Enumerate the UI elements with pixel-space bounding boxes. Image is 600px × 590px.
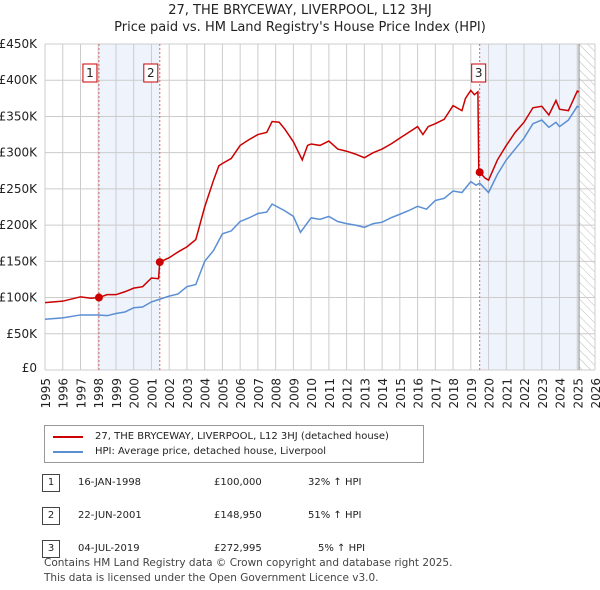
y-tick-label: £150K bbox=[0, 254, 38, 268]
x-tick-label: 2011 bbox=[323, 378, 337, 409]
x-tick-label: 2009 bbox=[287, 378, 301, 409]
sale-row: 1 16-JAN-1998 £100,000 32% ↑ HPI bbox=[0, 474, 600, 494]
sale-row: 2 22-JUN-2001 £148,950 51% ↑ HPI bbox=[0, 507, 600, 527]
x-tick-label: 2003 bbox=[181, 378, 195, 409]
x-tick-label: 2021 bbox=[500, 378, 514, 409]
x-tick-label: 2017 bbox=[429, 378, 443, 409]
sale-row: 3 04-JUL-2019 £272,995 5% ↑ HPI bbox=[0, 540, 600, 560]
sale-date: 04-JUL-2019 bbox=[78, 543, 140, 554]
x-tick-label: 2008 bbox=[270, 378, 284, 409]
x-tick-label: 2015 bbox=[394, 378, 408, 409]
sale-date: 16-JAN-1998 bbox=[78, 477, 142, 488]
sale-price: £100,000 bbox=[214, 477, 262, 488]
x-tick-label: 2012 bbox=[341, 378, 355, 409]
y-tick-label: £250K bbox=[0, 182, 38, 196]
legend-swatch-hpi bbox=[53, 451, 83, 453]
x-tick-label: 2018 bbox=[447, 378, 461, 409]
y-tick-label: £200K bbox=[0, 218, 38, 232]
legend-item-property: 27, THE BRYCEWAY, LIVERPOOL, L12 3HJ (de… bbox=[53, 430, 389, 444]
y-tick-label: £450K bbox=[0, 37, 38, 51]
x-tick-label: 1999 bbox=[110, 378, 124, 409]
sale-point bbox=[155, 258, 164, 267]
plot-area: 1995 1996 1997 1998 1999 2000 2001 2002 2003 2004… bbox=[0, 37, 600, 409]
sale-number: 2 bbox=[42, 507, 60, 525]
legend-item-hpi: HPI: Average price, detached house, Live… bbox=[53, 445, 326, 459]
sale-label: 2 bbox=[147, 66, 155, 80]
legend-label: HPI: Average price, detached house, Live… bbox=[95, 446, 327, 457]
x-tick-label: 2016 bbox=[412, 378, 426, 409]
x-tick-label: 2022 bbox=[518, 378, 532, 409]
x-tick-label: 2007 bbox=[252, 378, 266, 409]
sale-price: £148,950 bbox=[214, 510, 262, 521]
y-tick-label: £0 bbox=[22, 361, 37, 375]
x-tick-label: 2025 bbox=[571, 378, 585, 409]
sale-label: 3 bbox=[475, 66, 483, 80]
x-tick-label: 2001 bbox=[145, 378, 159, 409]
x-tick-label: 2019 bbox=[465, 378, 479, 409]
series-line bbox=[44, 89, 580, 304]
x-tick-label: 2024 bbox=[554, 378, 568, 409]
x-tick-label: 1996 bbox=[57, 378, 71, 409]
y-tick-label: £400K bbox=[0, 73, 38, 87]
sale-label-box bbox=[82, 63, 98, 83]
series-line bbox=[44, 105, 580, 321]
x-tick-label: 2004 bbox=[199, 378, 213, 409]
legend: 27, THE BRYCEWAY, LIVERPOOL, L12 3HJ (de… bbox=[44, 425, 424, 463]
y-tick-label: £50K bbox=[6, 327, 38, 341]
sale-number: 3 bbox=[42, 540, 60, 558]
x-tick-label: 2006 bbox=[234, 378, 248, 409]
forecast-hatch bbox=[579, 44, 595, 370]
x-tick-label: 2023 bbox=[536, 378, 550, 409]
sale-label: 1 bbox=[86, 66, 94, 80]
x-tick-label: 2005 bbox=[216, 378, 230, 409]
sale-point bbox=[475, 168, 484, 177]
legend-label: 27, THE BRYCEWAY, LIVERPOOL, L12 3HJ (de… bbox=[95, 431, 389, 442]
chart-title: 27, THE BRYCEWAY, LIVERPOOL, L12 3HJ bbox=[168, 3, 432, 18]
sale-hpi-diff: 32% ↑ HPI bbox=[308, 477, 362, 488]
x-tick-label: 2010 bbox=[305, 378, 319, 409]
sale-date: 22-JUN-2001 bbox=[78, 510, 142, 521]
chart-subtitle: Price paid vs. HM Land Registry's House … bbox=[114, 20, 486, 35]
y-tick-label: £300K bbox=[0, 146, 38, 160]
x-tick-label: 1997 bbox=[74, 378, 88, 409]
sale-number: 1 bbox=[42, 474, 60, 492]
x-tick-label: 1995 bbox=[39, 378, 53, 409]
shaded-range bbox=[98, 44, 160, 370]
x-tick-label: 2000 bbox=[128, 378, 142, 409]
sale-label-box bbox=[471, 63, 487, 83]
footer-line-2: This data is licensed under the Open Gov… bbox=[44, 572, 379, 584]
x-tick-label: 2026 bbox=[589, 378, 600, 409]
footer-line-1: Contains HM Land Registry data © Crown c… bbox=[44, 557, 453, 569]
legend-swatch-property bbox=[53, 436, 83, 438]
sale-label-box bbox=[143, 63, 159, 83]
sale-point bbox=[94, 293, 103, 302]
y-tick-label: £350K bbox=[0, 109, 38, 123]
x-tick-label: 2020 bbox=[483, 378, 497, 409]
x-tick-label: 1998 bbox=[92, 378, 106, 409]
x-tick-label: 2014 bbox=[376, 378, 390, 409]
sale-hpi-diff: 51% ↑ HPI bbox=[308, 510, 362, 521]
shaded-range bbox=[479, 44, 579, 370]
sale-price: £272,995 bbox=[214, 543, 262, 554]
y-tick-label: £100K bbox=[0, 291, 38, 305]
x-tick-label: 2013 bbox=[358, 378, 372, 409]
x-tick-label: 2002 bbox=[163, 378, 177, 409]
sale-hpi-diff: 5% ↑ HPI bbox=[318, 543, 366, 554]
